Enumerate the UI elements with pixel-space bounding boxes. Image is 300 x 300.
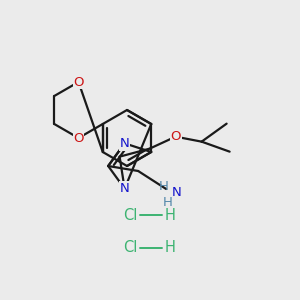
Text: H: H	[165, 241, 176, 256]
Text: H: H	[165, 208, 176, 223]
Text: H: H	[163, 196, 173, 209]
Text: O: O	[73, 131, 84, 145]
Text: Cl: Cl	[123, 241, 137, 256]
Text: Cl: Cl	[123, 208, 137, 223]
Text: H: H	[159, 181, 169, 194]
Text: O: O	[170, 130, 181, 143]
Text: N: N	[171, 187, 181, 200]
Text: O: O	[73, 76, 84, 88]
Text: N: N	[120, 182, 130, 195]
Text: N: N	[120, 137, 130, 150]
